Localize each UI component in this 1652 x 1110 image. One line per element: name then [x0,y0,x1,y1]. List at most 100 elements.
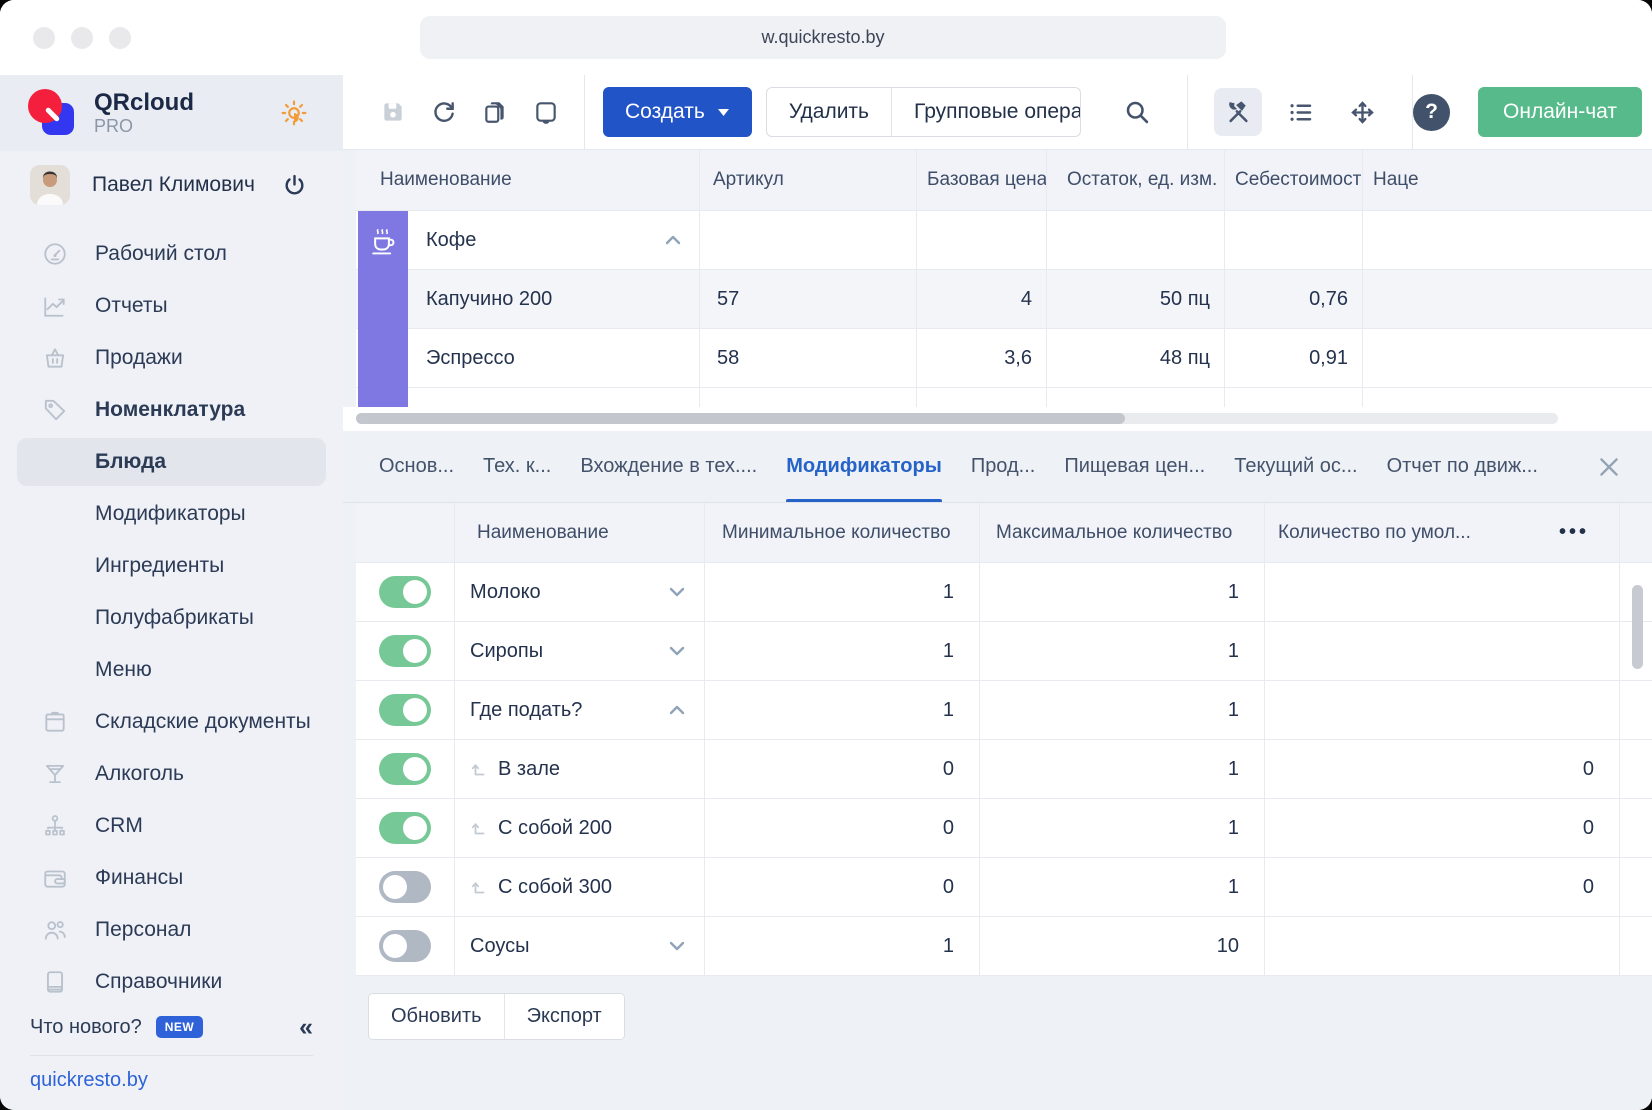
group-row-coffee[interactable]: Кофе [356,211,1652,270]
toggle-switch[interactable] [379,635,431,667]
product-stock-cell: 48 пц [1047,329,1225,388]
toggle-switch[interactable] [379,576,431,608]
delete-button-label: Удалить [788,100,869,123]
sidebar-item-label: Персонал [95,917,192,941]
default-qty-cell: 0 [1265,740,1620,799]
move-icon[interactable] [1338,88,1386,136]
sidebar-item-label: Отчеты [95,293,168,317]
tab-main[interactable]: Основ... [379,455,455,477]
modifier-name-cell: Сиропы [455,622,705,681]
export-button[interactable]: Экспорт [503,994,624,1039]
column-header-default: Количество по умол... ••• [1265,503,1620,563]
tab-nutrition[interactable]: Пищевая цен... [1064,455,1206,477]
toggle-switch[interactable] [379,871,431,903]
default-qty-cell: 0 [1265,799,1620,858]
window-preview-icon[interactable] [533,99,559,125]
modifier-row[interactable]: Молоко 1 1 [356,563,1652,622]
tab-movement-report[interactable]: Отчет по движ... [1386,455,1538,477]
copy-icon[interactable] [482,99,508,125]
reports-icon [42,293,68,319]
toggle-switch[interactable] [379,812,431,844]
logout-power-icon[interactable] [282,173,307,198]
finance-wallet-icon [42,865,68,891]
chevron-down-icon[interactable] [665,934,689,958]
whats-new-link[interactable]: Что нового? NEW « [0,1008,343,1048]
tab-tech-card[interactable]: Тех. к... [483,455,552,477]
sidebar-item-references[interactable]: Справочники [0,956,343,1008]
modifier-child-row[interactable]: С собой 300 0 1 0 [356,858,1652,917]
sidebar-item-nomenclature[interactable]: Номенклатура [0,384,343,436]
list-view-icon[interactable] [1276,88,1324,136]
user-profile[interactable]: Павел Климович [0,151,343,219]
window-minimize-button[interactable] [71,26,93,49]
table-row-product[interactable]: Эспрессо 58 3,6 48 пц 0,91 [356,329,1652,388]
refresh-icon[interactable] [431,99,457,125]
modifier-child-row[interactable]: С собой 200 0 1 0 [356,799,1652,858]
sidebar-item-dishes[interactable]: Блюда [17,437,326,486]
chevron-down-icon[interactable] [665,639,689,663]
modifier-row[interactable]: Соусы 1 10 [356,917,1652,976]
chevron-down-icon[interactable] [665,580,689,604]
products-table-header: Наименование Артикул Базовая цена, Р Ост… [356,150,1652,211]
columns-menu-icon[interactable]: ••• [1558,521,1589,543]
online-chat-button[interactable]: Онлайн-чат [1478,87,1642,137]
delete-button[interactable]: Удалить [767,88,891,136]
group-operations-button[interactable]: Групповые операции [891,88,1080,136]
sidebar-item-modifiers[interactable]: Модификаторы [0,488,343,540]
table-row-product[interactable]: Капучино 200 57 4 50 пц 0,76 [356,270,1652,329]
group-name: Кофе [426,228,477,251]
tab-tech-usage[interactable]: Вхождение в тех.... [580,455,758,477]
toolbar-divider [584,74,585,150]
sidebar-item-sales[interactable]: Продажи [0,332,343,384]
address-bar[interactable]: w.quickresto.by [420,16,1226,59]
collapse-group-chevron-up-icon[interactable] [661,228,685,252]
modifier-row[interactable]: Где подать? 1 1 [356,681,1652,740]
help-button[interactable]: ? [1413,93,1451,131]
tab-sales[interactable]: Прод... [970,455,1036,477]
sidebar-item-alcohol[interactable]: Алкоголь [0,748,343,800]
sidebar-item-label: Справочники [95,969,223,993]
horizontal-scrollbar-track[interactable] [356,413,1558,424]
toggle-switch[interactable] [379,694,431,726]
chevron-up-icon[interactable] [665,698,689,722]
save-icon[interactable] [380,99,406,125]
sidebar-item-ingredients[interactable]: Ингредиенты [0,540,343,592]
sidebar-item-warehouse[interactable]: Складские документы [0,696,343,748]
tab-modifiers[interactable]: Модификаторы [786,431,942,502]
tab-current-stock[interactable]: Текущий ос... [1234,455,1358,477]
modifier-name-cell: Соусы [455,917,705,976]
toggle-switch[interactable] [379,753,431,785]
qrcloud-logo-icon [28,89,76,137]
sidebar-item-reports[interactable]: Отчеты [0,280,343,332]
sidebar-item-dashboard[interactable]: Рабочий стол [0,228,343,280]
sidebar-item-label: Рабочий стол [95,241,227,265]
theme-toggle-sun-icon[interactable] [281,100,307,126]
toolbar: Создать Удалить Групповые операции [343,74,1652,150]
horizontal-scrollbar-thumb[interactable] [356,413,1126,424]
toggle-switch[interactable] [379,930,431,962]
sidebar-item-staff[interactable]: Персонал [0,904,343,956]
window-close-button[interactable] [33,26,55,49]
sidebar-item-menu[interactable]: Меню [0,644,343,696]
vertical-scrollbar-thumb[interactable] [1632,585,1643,669]
column-header-stock: Остаток, ед. изм. [1047,150,1225,211]
window-maximize-button[interactable] [109,26,131,49]
modifier-row[interactable]: Сиропы 1 1 [356,622,1652,681]
sidebar-item-label: Модификаторы [95,501,246,525]
sidebar-item-crm[interactable]: CRM [0,800,343,852]
search-icon[interactable] [1123,98,1151,126]
site-link[interactable]: quickresto.by [30,1069,148,1092]
create-button[interactable]: Создать [603,87,752,137]
category-color-strip [358,211,408,407]
product-sku-cell: 58 [700,329,917,388]
modifier-child-row[interactable]: В зале 0 1 0 [356,740,1652,799]
sidebar-item-finance[interactable]: Финансы [0,852,343,904]
close-icon[interactable] [1596,454,1622,480]
sidebar-item-semifinished[interactable]: Полуфабрикаты [0,592,343,644]
sidebar-collapse-icon[interactable]: « [299,1012,313,1041]
refresh-button[interactable]: Обновить [369,994,504,1039]
sidebar-item-label: Складские документы [95,709,311,733]
product-stock-cell: 50 пц [1047,270,1225,329]
default-qty-cell: 0 [1265,858,1620,917]
tools-icon[interactable] [1214,88,1263,136]
